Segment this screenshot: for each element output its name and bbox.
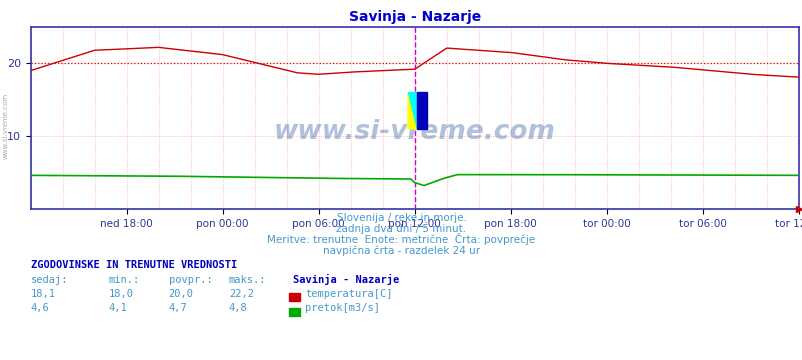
Text: zadnja dva dni / 5 minut.: zadnja dva dni / 5 minut.	[336, 224, 466, 234]
Text: 20,0: 20,0	[168, 289, 193, 299]
Text: 22,2: 22,2	[229, 289, 253, 299]
Polygon shape	[407, 93, 417, 129]
Text: Slovenija / reke in morje.: Slovenija / reke in morje.	[336, 213, 466, 224]
Text: 4,8: 4,8	[229, 303, 247, 314]
Polygon shape	[417, 93, 426, 129]
Text: temperatura[C]: temperatura[C]	[305, 289, 392, 299]
Text: maks.:: maks.:	[229, 275, 266, 285]
Text: Savinja - Nazarje: Savinja - Nazarje	[293, 274, 399, 285]
Text: navpična črta - razdelek 24 ur: navpična črta - razdelek 24 ur	[322, 245, 480, 256]
Text: 4,1: 4,1	[108, 303, 127, 314]
Text: 18,0: 18,0	[108, 289, 133, 299]
Text: 4,6: 4,6	[30, 303, 49, 314]
Text: min.:: min.:	[108, 275, 140, 285]
Text: Meritve: trenutne  Enote: metrične  Črta: povprečje: Meritve: trenutne Enote: metrične Črta: …	[267, 233, 535, 245]
Text: povpr.:: povpr.:	[168, 275, 212, 285]
Text: sedaj:: sedaj:	[30, 275, 68, 285]
Polygon shape	[407, 93, 417, 129]
Text: ZGODOVINSKE IN TRENUTNE VREDNOSTI: ZGODOVINSKE IN TRENUTNE VREDNOSTI	[30, 260, 237, 270]
Text: 18,1: 18,1	[30, 289, 55, 299]
Text: 4,7: 4,7	[168, 303, 187, 314]
Text: pretok[m3/s]: pretok[m3/s]	[305, 303, 379, 314]
Text: www.si-vreme.com: www.si-vreme.com	[273, 120, 555, 145]
Title: Savinja - Nazarje: Savinja - Nazarje	[348, 10, 480, 24]
Text: www.si-vreme.com: www.si-vreme.com	[2, 93, 9, 159]
